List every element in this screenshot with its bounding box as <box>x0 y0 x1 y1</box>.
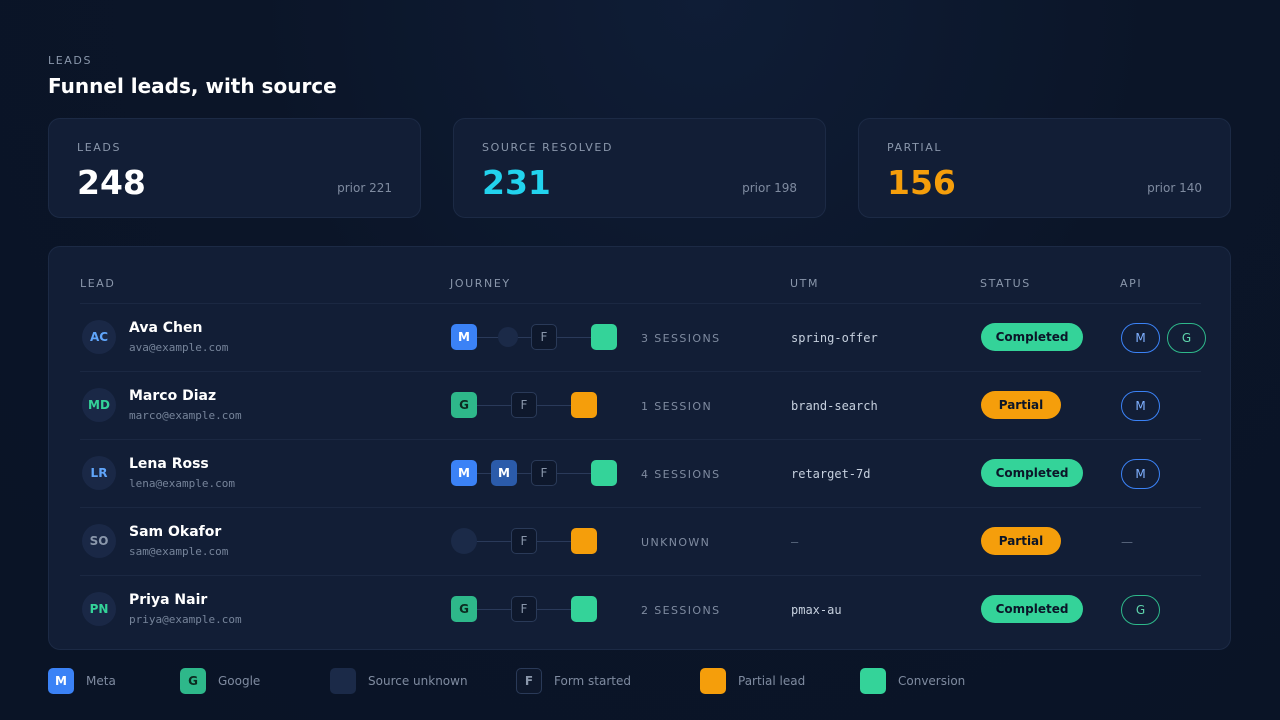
legend-label: Google <box>218 674 261 688</box>
journey-node-form[interactable]: F <box>511 392 537 418</box>
status-badge: Partial <box>981 527 1061 555</box>
legend-label: Conversion <box>898 674 966 688</box>
avatar: LR <box>82 456 116 490</box>
journey-node-form[interactable]: F <box>531 460 557 486</box>
utm-value: spring-offer <box>791 331 878 345</box>
status-badge: Completed <box>981 459 1083 487</box>
page-eyebrow: LEADS <box>48 54 93 67</box>
page-title: Funnel leads, with source <box>48 74 337 98</box>
kpi-prior: prior 198 <box>742 181 797 195</box>
session-count: 3 SESSIONS <box>641 332 721 345</box>
table-row[interactable]: AC Ava Chen ava@example.com M F 3 SESSIONS spr… <box>80 303 1206 371</box>
avatar: PN <box>82 592 116 626</box>
utm-value: retarget-7d <box>791 467 871 481</box>
lead-name[interactable]: Marco Diaz <box>129 388 217 404</box>
journey-track: F <box>451 528 631 554</box>
column-header-status[interactable]: STATUS <box>980 277 1031 290</box>
lead-name[interactable]: Ava Chen <box>129 320 203 336</box>
session-count: UNKNOWN <box>641 536 711 549</box>
column-header-api[interactable]: API <box>1120 277 1143 290</box>
lead-name[interactable]: Priya Nair <box>129 592 208 608</box>
legend-swatch-partial <box>700 668 726 694</box>
session-count: 1 SESSION <box>641 400 713 413</box>
api-pill-google[interactable]: G <box>1121 595 1160 625</box>
utm-value: brand-search <box>791 399 878 413</box>
journey-node-google[interactable]: G <box>451 596 477 622</box>
lead-name[interactable]: Lena Ross <box>129 456 209 472</box>
session-count: 4 SESSIONS <box>641 468 721 481</box>
journey-node-partial[interactable] <box>571 392 597 418</box>
journey-node-conversion[interactable] <box>591 460 617 486</box>
kpi-value: 248 <box>77 163 146 202</box>
legend-swatch-google: G <box>180 668 206 694</box>
legend-label: Form started <box>554 674 631 688</box>
kpi-prior: prior 221 <box>337 181 392 195</box>
legend-swatch-form: F <box>516 668 542 694</box>
legend-label: Partial lead <box>738 674 806 688</box>
journey-node-partial[interactable] <box>571 528 597 554</box>
legend-label: Meta <box>86 674 116 688</box>
journey-node-form[interactable]: F <box>531 324 557 350</box>
lead-email: sam@example.com <box>129 545 229 558</box>
column-header-lead[interactable]: LEAD <box>80 277 116 290</box>
api-empty: — <box>1121 535 1133 549</box>
kpi-prior: prior 140 <box>1147 181 1202 195</box>
api-pill-meta[interactable]: M <box>1121 391 1160 421</box>
utm-value: – <box>791 535 799 549</box>
table-row[interactable]: MD Marco Diaz marco@example.com G F 1 SESSION… <box>80 371 1201 439</box>
avatar: MD <box>82 388 116 422</box>
lead-email: marco@example.com <box>129 409 242 422</box>
legend-label: Source unknown <box>368 674 468 688</box>
status-badge: Completed <box>981 323 1083 351</box>
kpi-value: 156 <box>887 163 956 202</box>
table-row[interactable]: SO Sam Okafor sam@example.com F UNKNOWN – Part… <box>80 507 1201 575</box>
journey-node-form[interactable]: F <box>511 596 537 622</box>
journey-node-unknown[interactable] <box>451 528 477 554</box>
lead-email: priya@example.com <box>129 613 242 626</box>
kpi-card-source-resolved: SOURCE RESOLVED 231 prior 198 <box>453 118 826 218</box>
lead-name[interactable]: Sam Okafor <box>129 524 222 540</box>
journey-node-conversion[interactable] <box>591 324 617 350</box>
kpi-label: SOURCE RESOLVED <box>482 141 614 154</box>
journey-node-meta[interactable]: M <box>451 460 477 486</box>
kpi-value: 231 <box>482 163 551 202</box>
session-count: 2 SESSIONS <box>641 604 721 617</box>
table-row[interactable]: LR Lena Ross lena@example.com M M F 4 SESSIONS… <box>80 439 1201 507</box>
status-badge: Completed <box>981 595 1083 623</box>
column-header-journey[interactable]: JOURNEY <box>450 277 511 290</box>
column-header-utm[interactable]: UTM <box>790 277 820 290</box>
leads-table: LEAD JOURNEY UTM STATUS API AC Ava Chen av… <box>48 246 1231 650</box>
api-pill-google[interactable]: G <box>1167 323 1206 353</box>
api-pill-meta[interactable]: M <box>1121 323 1160 353</box>
kpi-label: LEADS <box>77 141 122 154</box>
journey-node-google[interactable]: G <box>451 392 477 418</box>
status-badge: Partial <box>981 391 1061 419</box>
legend-swatch-conversion <box>860 668 886 694</box>
table-row[interactable]: PN Priya Nair priya@example.com G F 2 SESSION… <box>80 575 1201 643</box>
legend-swatch-meta: M <box>48 668 74 694</box>
journey-node-form[interactable]: F <box>511 528 537 554</box>
journey-node-conversion[interactable] <box>571 596 597 622</box>
avatar: AC <box>82 320 116 354</box>
kpi-card-partial: PARTIAL 156 prior 140 <box>858 118 1231 218</box>
legend-swatch-unknown <box>330 668 356 694</box>
journey-node-meta[interactable]: M <box>451 324 477 350</box>
api-pill-meta[interactable]: M <box>1121 459 1160 489</box>
kpi-card-leads: LEADS 248 prior 221 <box>48 118 421 218</box>
lead-email: lena@example.com <box>129 477 235 490</box>
utm-value: pmax-au <box>791 603 842 617</box>
lead-email: ava@example.com <box>129 341 229 354</box>
kpi-label: PARTIAL <box>887 141 943 154</box>
journey-node-unknown[interactable] <box>498 327 518 347</box>
avatar: SO <box>82 524 116 558</box>
journey-node-meta[interactable]: M <box>491 460 517 486</box>
